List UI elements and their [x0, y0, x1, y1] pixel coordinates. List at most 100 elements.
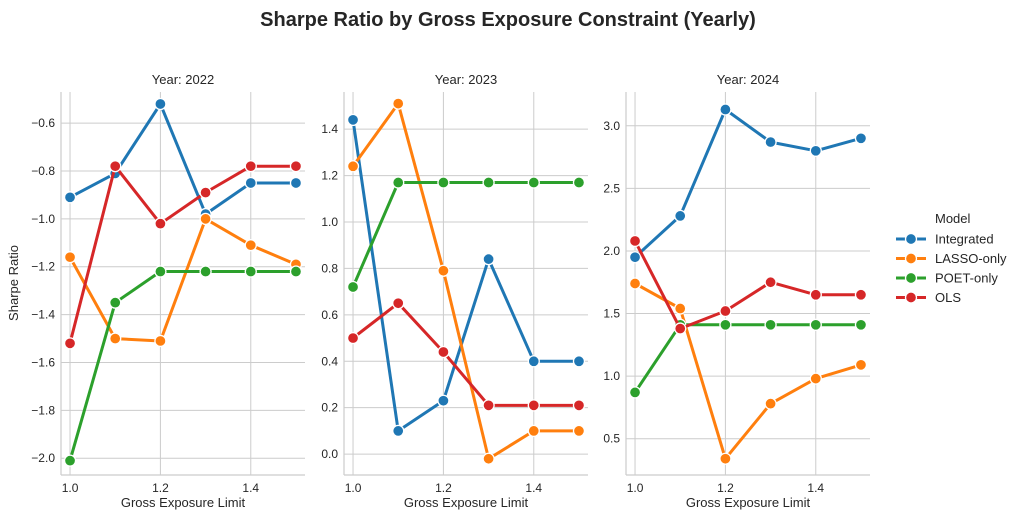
data-point-poet-only — [392, 176, 405, 189]
data-point-ols — [628, 234, 642, 248]
figure-title: Sharpe Ratio by Gross Exposure Constrain… — [260, 9, 756, 31]
y-tick-label: −2.0 — [31, 451, 55, 465]
series-line-integrated — [633, 108, 863, 259]
data-point-ols — [719, 304, 732, 318]
series-line-lasso-only — [633, 282, 863, 461]
y-axis-label: Sharpe Ratio — [6, 245, 21, 321]
data-point-poet-only — [764, 318, 777, 331]
facet-panel-1: Year: 2022 1.0 1.2 1.4 −2.0 −1.8 −1.6 −1.4 −1.2 −… — [31, 72, 305, 510]
series-line-lasso-only — [68, 217, 298, 343]
data-point-poet-only — [628, 386, 642, 399]
series-integrated — [628, 103, 868, 264]
data-point-ols — [109, 160, 122, 173]
y-tick-label: −1.2 — [31, 260, 55, 274]
series-line-lasso-only — [351, 102, 581, 461]
series-ols — [346, 297, 586, 412]
series-line-ols — [68, 164, 298, 345]
y-tick-label: 1.0 — [321, 215, 338, 229]
y-tick-label: 1.5 — [603, 307, 620, 321]
data-point-integrated — [289, 176, 303, 190]
data-point-integrated — [809, 144, 822, 157]
y-tick-label: 0.5 — [603, 432, 620, 446]
x-tick-label: 1.2 — [435, 481, 452, 495]
y-tick-label: 0.0 — [321, 447, 338, 461]
series-line-poet-only — [351, 181, 581, 289]
legend-label: OLS — [935, 290, 961, 305]
legend-label: POET-only — [935, 271, 998, 286]
y-tick-label: 0.4 — [321, 354, 338, 368]
series-poet-only — [346, 176, 586, 294]
legend-swatch-marker — [904, 291, 918, 304]
series-line-ols — [351, 301, 581, 407]
data-point-ols — [392, 297, 405, 310]
data-point-lasso-only — [437, 264, 450, 277]
facet-panel-3: Year: 2024 1.0 1.2 1.4 0.5 1.0 1.5 2.0 2.5 3.0 Gro… — [603, 72, 870, 510]
data-point-lasso-only — [63, 251, 77, 264]
y-tick-label: 2.0 — [603, 244, 620, 258]
data-point-lasso-only — [628, 277, 642, 290]
series-ols — [63, 160, 303, 350]
data-point-ols — [289, 160, 303, 173]
legend-swatch-marker — [904, 271, 918, 285]
x-tick-label: 1.0 — [345, 481, 362, 495]
data-point-integrated — [572, 355, 586, 368]
y-tick-label: −1.4 — [31, 308, 55, 322]
legend[interactable]: Model Integrated LASSO-only POET-only OLS — [896, 211, 1007, 305]
legend-item-poet-only[interactable]: POET-only — [896, 271, 998, 286]
y-tick-label: 1.0 — [603, 369, 620, 383]
y-tick-label: 3.0 — [603, 119, 620, 133]
y-tick-label: 1.4 — [321, 122, 338, 136]
data-point-poet-only — [482, 176, 495, 189]
legend-swatch-marker — [904, 232, 918, 246]
series-line-poet-only — [633, 323, 863, 394]
data-point-integrated — [527, 355, 540, 368]
data-point-ols — [482, 399, 495, 412]
data-point-ols — [244, 160, 257, 173]
data-point-ols — [63, 337, 77, 350]
data-point-lasso-only — [764, 397, 777, 410]
data-point-integrated — [437, 394, 450, 407]
data-point-ols — [154, 217, 167, 230]
data-point-ols — [854, 288, 868, 301]
x-tick-label: 1.2 — [717, 481, 734, 495]
x-tick-label: 1.4 — [807, 481, 824, 495]
series-poet-only — [628, 318, 868, 399]
y-tick-label: −1.0 — [31, 212, 55, 226]
x-tick-label: 1.4 — [242, 481, 259, 495]
data-point-poet-only — [854, 318, 868, 331]
data-point-ols — [809, 288, 822, 301]
y-tick-label: 0.6 — [321, 308, 338, 322]
data-point-poet-only — [244, 265, 257, 278]
panel-title: Year: 2024 — [717, 72, 779, 87]
data-point-poet-only — [154, 265, 167, 278]
y-tick-label: 0.2 — [321, 401, 338, 415]
facet-panels: Year: 2022 1.0 1.2 1.4 −2.0 −1.8 −1.6 −1.4 −1.2 −… — [31, 72, 870, 510]
data-point-ols — [527, 399, 540, 412]
x-tick-label: 1.2 — [152, 481, 169, 495]
data-point-integrated — [854, 132, 868, 145]
y-tick-label: −0.6 — [31, 116, 55, 130]
data-point-poet-only — [199, 265, 212, 278]
x-tick-label: 1.4 — [525, 481, 542, 495]
legend-label: Integrated — [935, 232, 994, 247]
data-point-integrated — [392, 424, 405, 438]
x-axis-label: Gross Exposure Limit — [121, 495, 246, 510]
data-point-lasso-only — [199, 212, 212, 226]
legend-item-integrated[interactable]: Integrated — [896, 232, 994, 247]
y-tick-label: −0.8 — [31, 164, 55, 178]
facet-panel-2: Year: 2023 1.0 1.2 1.4 0.0 0.2 0.4 0.6 0.8 1.0 1.2… — [321, 72, 588, 510]
data-point-poet-only — [809, 318, 822, 331]
x-tick-label: 1.0 — [627, 481, 644, 495]
data-point-integrated — [482, 252, 495, 266]
data-point-integrated — [346, 113, 360, 127]
data-point-poet-only — [527, 176, 540, 189]
data-point-poet-only — [346, 280, 360, 294]
series-lasso-only — [346, 97, 586, 465]
data-point-poet-only — [437, 176, 450, 189]
legend-title: Model — [935, 211, 971, 226]
legend-item-lasso-only[interactable]: LASSO-only — [896, 251, 1007, 266]
data-point-poet-only — [109, 296, 122, 309]
x-axis-label: Gross Exposure Limit — [404, 495, 529, 510]
legend-item-ols[interactable]: OLS — [896, 290, 961, 305]
data-point-poet-only — [572, 176, 586, 189]
